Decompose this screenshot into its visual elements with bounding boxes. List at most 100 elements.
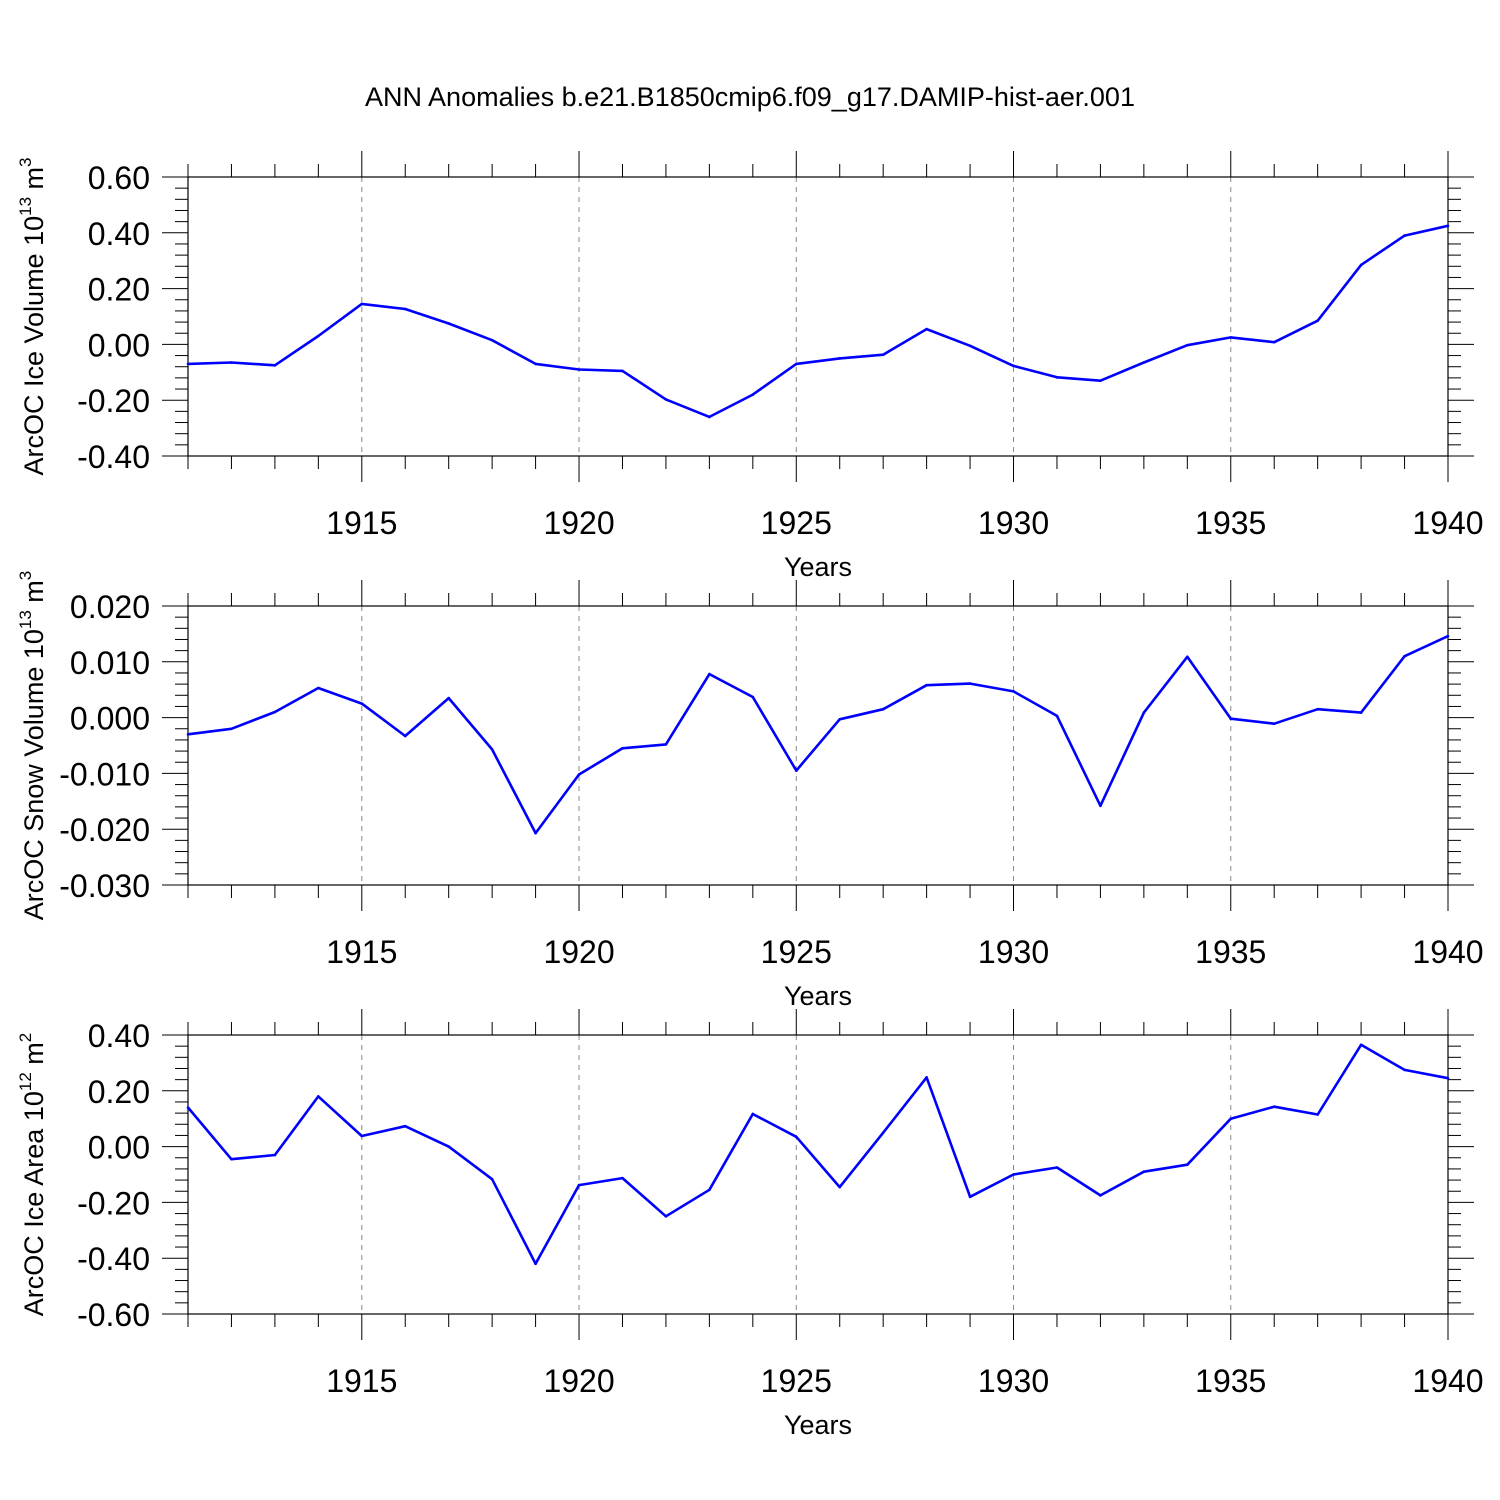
x-tick-label: 1930 bbox=[978, 1363, 1049, 1399]
data-point bbox=[621, 746, 624, 750]
data-point bbox=[708, 1188, 711, 1192]
data-point bbox=[1446, 634, 1450, 638]
data-point bbox=[881, 1131, 885, 1134]
data-point bbox=[838, 1185, 842, 1189]
data-point bbox=[447, 322, 450, 325]
y-axis-label: ArcOC Ice Volume 1013 m3 bbox=[16, 157, 49, 475]
data-point bbox=[1186, 1163, 1189, 1167]
y-tick-label: -0.40 bbox=[77, 439, 150, 475]
plot-frame bbox=[187, 1034, 1449, 1315]
x-tick-label: 1935 bbox=[1195, 934, 1266, 970]
y-tick-label: 0.020 bbox=[70, 589, 150, 625]
ice-volume-panel: -0.40 -0.20 0.00 0.20 0.40 0.60 1915 1920 1925 19… bbox=[16, 151, 1484, 582]
y-tick-label: -0.60 bbox=[77, 1297, 150, 1333]
x-axis-label: Years bbox=[784, 1410, 852, 1440]
x-tick-label: 1915 bbox=[326, 505, 397, 541]
data-point bbox=[751, 695, 755, 699]
data-point bbox=[794, 1135, 798, 1139]
x-tick-label: 1920 bbox=[543, 934, 614, 970]
y-tick-label: 0.20 bbox=[88, 1074, 150, 1110]
data-point bbox=[230, 361, 233, 364]
data-point bbox=[273, 364, 277, 367]
data-point bbox=[317, 334, 320, 338]
data-point bbox=[1142, 711, 1146, 714]
x-tick-label: 1915 bbox=[326, 1363, 397, 1399]
data-point bbox=[1359, 1043, 1363, 1047]
x-tick-label: 1920 bbox=[543, 505, 614, 541]
data-point bbox=[925, 327, 928, 331]
data-point bbox=[1272, 340, 1276, 344]
y-axis-label: ArcOC Ice Area 1012 m2 bbox=[16, 1033, 49, 1317]
y-tick-label: 0.60 bbox=[88, 160, 150, 196]
data-point bbox=[1055, 376, 1059, 379]
data-point bbox=[621, 1176, 624, 1180]
plot-frame bbox=[187, 176, 1449, 457]
y-tick-label: -0.40 bbox=[77, 1241, 150, 1277]
data-point bbox=[1012, 364, 1015, 368]
data-point bbox=[403, 307, 407, 311]
series-line bbox=[187, 634, 1449, 835]
data-point bbox=[751, 393, 755, 396]
data-point bbox=[534, 1262, 537, 1266]
data-point bbox=[1316, 707, 1319, 711]
data-point bbox=[577, 1183, 581, 1187]
data-point bbox=[186, 1106, 190, 1109]
data-point bbox=[577, 368, 581, 371]
data-point bbox=[360, 302, 364, 306]
data-point bbox=[1229, 717, 1233, 721]
data-point bbox=[1186, 655, 1189, 659]
data-point bbox=[1055, 1166, 1059, 1169]
data-point bbox=[1359, 263, 1363, 267]
data-point bbox=[1186, 343, 1189, 347]
data-point bbox=[403, 734, 407, 738]
y-tick-label: 0.40 bbox=[88, 216, 150, 252]
data-point bbox=[1142, 361, 1146, 364]
y-tick-label: 0.40 bbox=[88, 1018, 150, 1054]
data-point bbox=[925, 683, 928, 687]
data-point bbox=[230, 1157, 233, 1161]
data-point bbox=[968, 344, 972, 348]
data-point bbox=[360, 1134, 364, 1138]
x-tick-label: 1935 bbox=[1195, 505, 1266, 541]
data-point bbox=[794, 769, 798, 772]
y-tick-label: 0.000 bbox=[70, 701, 150, 737]
data-point bbox=[1142, 1170, 1146, 1174]
data-point bbox=[621, 369, 624, 373]
series-line bbox=[187, 224, 1449, 419]
x-tick-label: 1940 bbox=[1412, 505, 1483, 541]
data-point bbox=[447, 696, 450, 700]
x-tick-label: 1920 bbox=[543, 1363, 614, 1399]
data-point bbox=[534, 362, 537, 366]
x-tick-label: 1930 bbox=[978, 934, 1049, 970]
data-point bbox=[490, 338, 494, 342]
data-point bbox=[534, 831, 537, 835]
figure-title: ANN Anomalies b.e21.B1850cmip6.f09_g17.D… bbox=[365, 82, 1135, 112]
data-point bbox=[1403, 1068, 1406, 1072]
data-point bbox=[1055, 714, 1059, 718]
y-tick-label: 0.00 bbox=[88, 327, 150, 363]
data-point bbox=[708, 672, 711, 676]
data-point bbox=[447, 1145, 450, 1148]
data-point bbox=[1446, 1076, 1450, 1080]
ice-area-panel: -0.60 -0.40 -0.20 0.00 0.20 0.40 1915 1920 1925 1… bbox=[16, 1009, 1484, 1440]
x-tick-label: 1915 bbox=[326, 934, 397, 970]
data-point bbox=[1272, 1105, 1276, 1109]
data-point bbox=[925, 1076, 928, 1079]
y-tick-label: 0.20 bbox=[88, 272, 150, 308]
data-point bbox=[1099, 1194, 1102, 1197]
data-point bbox=[794, 362, 798, 366]
data-point bbox=[1403, 654, 1406, 658]
data-point bbox=[577, 773, 581, 776]
data-point bbox=[403, 1124, 407, 1128]
plot-frame bbox=[187, 605, 1449, 886]
data-point bbox=[838, 357, 842, 360]
data-point bbox=[1446, 224, 1450, 228]
data-point bbox=[664, 743, 668, 746]
data-point bbox=[186, 362, 190, 366]
y-tick-label: 0.010 bbox=[70, 645, 150, 681]
data-point bbox=[881, 353, 885, 357]
x-tick-label: 1935 bbox=[1195, 1363, 1266, 1399]
data-point bbox=[664, 1215, 668, 1218]
y-tick-label: -0.010 bbox=[59, 756, 150, 792]
data-point bbox=[1099, 379, 1102, 382]
